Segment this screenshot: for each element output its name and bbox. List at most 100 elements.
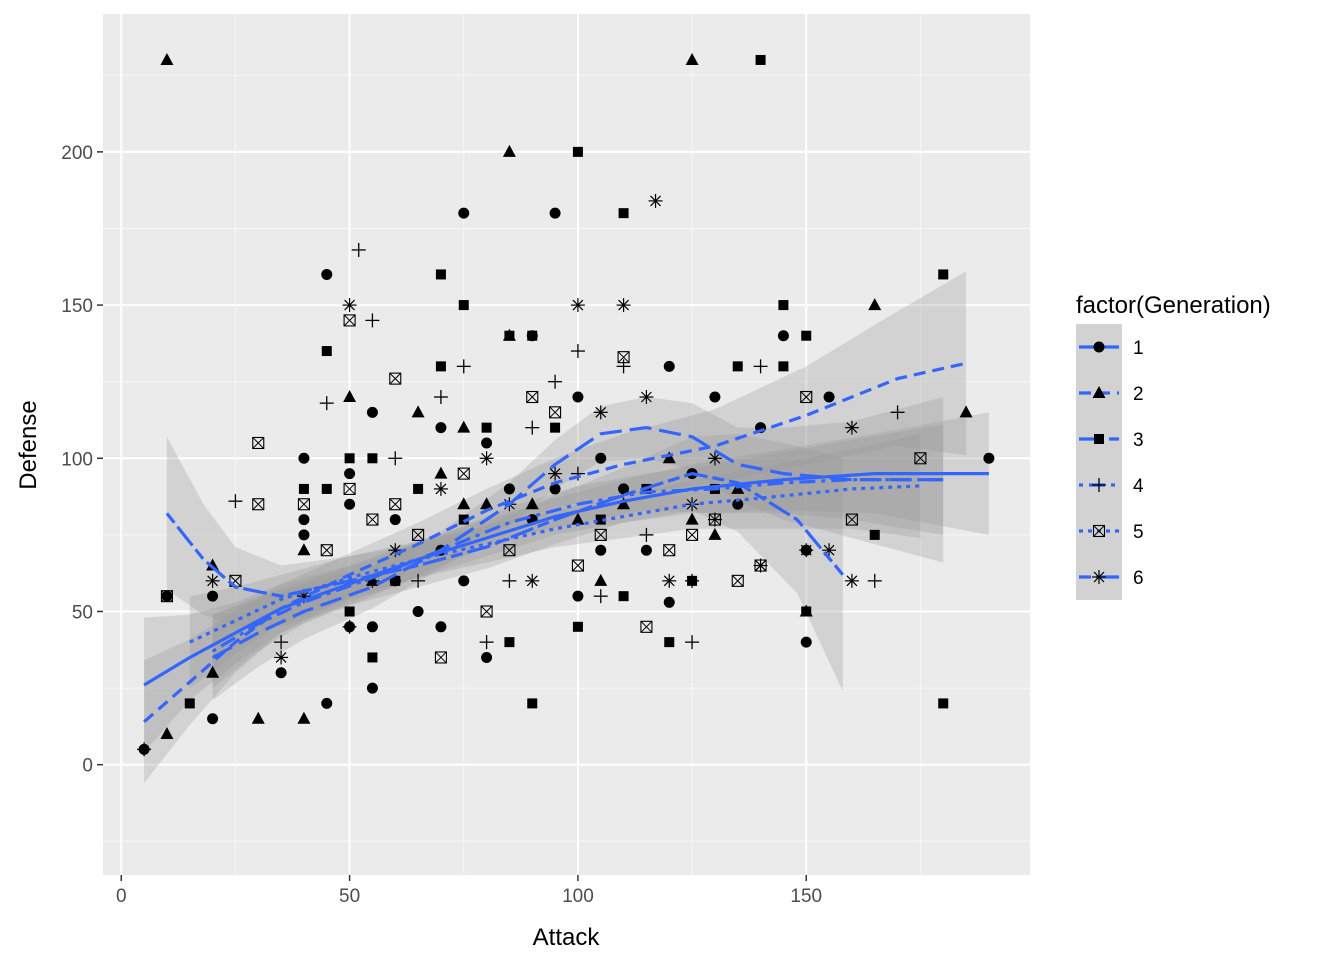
legend-key-marker (1092, 524, 1106, 538)
point-generation-2 (343, 390, 357, 403)
plot-panel (103, 14, 1030, 875)
point-generation-1 (435, 422, 447, 434)
point-generation-5 (297, 498, 310, 511)
point-generation-3 (321, 483, 332, 494)
point-generation-5 (252, 498, 265, 511)
point-generation-5 (708, 513, 721, 526)
point-generation-1 (412, 605, 424, 617)
point-generation-5 (389, 498, 402, 511)
point-generation-2 (297, 543, 311, 556)
ribbon-generation-4 (212, 424, 944, 689)
point-generation-4 (137, 742, 152, 757)
legend-label: 6 (1133, 568, 1144, 589)
point-generation-2 (411, 405, 425, 418)
x-tick-label: 100 (562, 886, 594, 907)
point-generation-2 (251, 711, 265, 724)
point-generation-2 (959, 405, 973, 418)
point-generation-6 (274, 650, 289, 665)
point-generation-4 (525, 420, 540, 435)
point-generation-1 (366, 621, 378, 633)
point-generation-5 (549, 406, 562, 419)
point-generation-4 (433, 390, 448, 405)
point-generation-1 (207, 713, 219, 725)
point-generation-3 (550, 422, 561, 433)
data-points (137, 52, 995, 757)
point-generation-5 (594, 528, 607, 541)
point-generation-2 (868, 298, 882, 311)
point-generation-1 (595, 544, 607, 556)
y-axis-title: Defense (15, 400, 42, 489)
point-generation-6 (616, 298, 631, 313)
point-generation-5 (731, 574, 744, 587)
point-generation-1 (481, 437, 493, 449)
smooth-line-generation-2 (143, 361, 967, 724)
point-generation-5 (343, 482, 356, 495)
point-generation-1 (321, 697, 333, 709)
point-generation-4 (753, 359, 768, 374)
smooth-line-generation-3 (211, 426, 944, 659)
point-generation-5 (412, 528, 425, 541)
point-generation-4 (228, 494, 243, 509)
point-generation-1 (549, 483, 561, 495)
point-generation-5 (389, 372, 402, 385)
point-generation-5 (914, 452, 927, 465)
point-generation-4 (351, 242, 366, 257)
point-generation-2 (662, 451, 676, 464)
legend-label: 5 (1133, 522, 1144, 543)
point-generation-3 (572, 621, 583, 632)
point-generation-3 (801, 330, 812, 341)
point-generation-3 (664, 637, 675, 648)
point-generation-6 (388, 543, 403, 558)
point-generation-1 (823, 391, 835, 403)
point-generation-4 (388, 451, 403, 466)
point-generation-1 (298, 514, 310, 526)
point-generation-2 (502, 144, 516, 157)
point-generation-5 (320, 544, 333, 557)
point-generation-6 (662, 573, 677, 588)
point-generation-1 (572, 590, 584, 602)
legend-key-marker (1092, 478, 1106, 492)
legend-key-marker (1093, 341, 1105, 353)
point-generation-3 (504, 330, 515, 341)
point-generation-3 (458, 514, 469, 525)
point-generation-2 (457, 420, 471, 433)
point-generation-2 (594, 573, 608, 586)
point-generation-4 (502, 573, 517, 588)
point-generation-1 (481, 651, 493, 663)
point-generation-3 (527, 330, 538, 341)
point-generation-2 (434, 466, 448, 479)
point-generation-5 (686, 528, 699, 541)
point-generation-3 (367, 652, 378, 663)
point-generation-1 (366, 682, 378, 694)
point-generation-1 (663, 596, 675, 608)
point-generation-2 (160, 52, 174, 65)
point-generation-5 (434, 651, 447, 664)
point-generation-5 (503, 544, 516, 557)
point-generation-1 (321, 268, 333, 280)
point-generation-4 (616, 359, 631, 374)
point-generation-6 (639, 390, 654, 405)
point-generation-3 (344, 453, 355, 464)
x-axis-title: Attack (533, 924, 601, 951)
point-generation-6 (648, 193, 663, 208)
point-generation-2 (206, 665, 220, 678)
legend-key-marker (1092, 386, 1106, 398)
point-generation-2 (297, 711, 311, 724)
point-generation-1 (732, 498, 744, 510)
point-generation-2 (708, 527, 722, 540)
point-generation-3 (618, 208, 629, 219)
y-tick-label: 150 (61, 296, 93, 317)
point-generation-1 (298, 529, 310, 541)
point-generation-6 (570, 298, 585, 313)
point-generation-3 (344, 606, 355, 617)
point-generation-3 (435, 361, 446, 372)
y-tick-label: 50 (72, 602, 93, 623)
point-generation-6 (593, 405, 608, 420)
point-generation-6 (525, 573, 540, 588)
point-generation-4 (685, 573, 700, 588)
point-generation-6 (753, 558, 768, 573)
point-generation-3 (527, 698, 538, 709)
point-generation-1 (709, 391, 721, 403)
point-generation-5 (663, 544, 676, 557)
